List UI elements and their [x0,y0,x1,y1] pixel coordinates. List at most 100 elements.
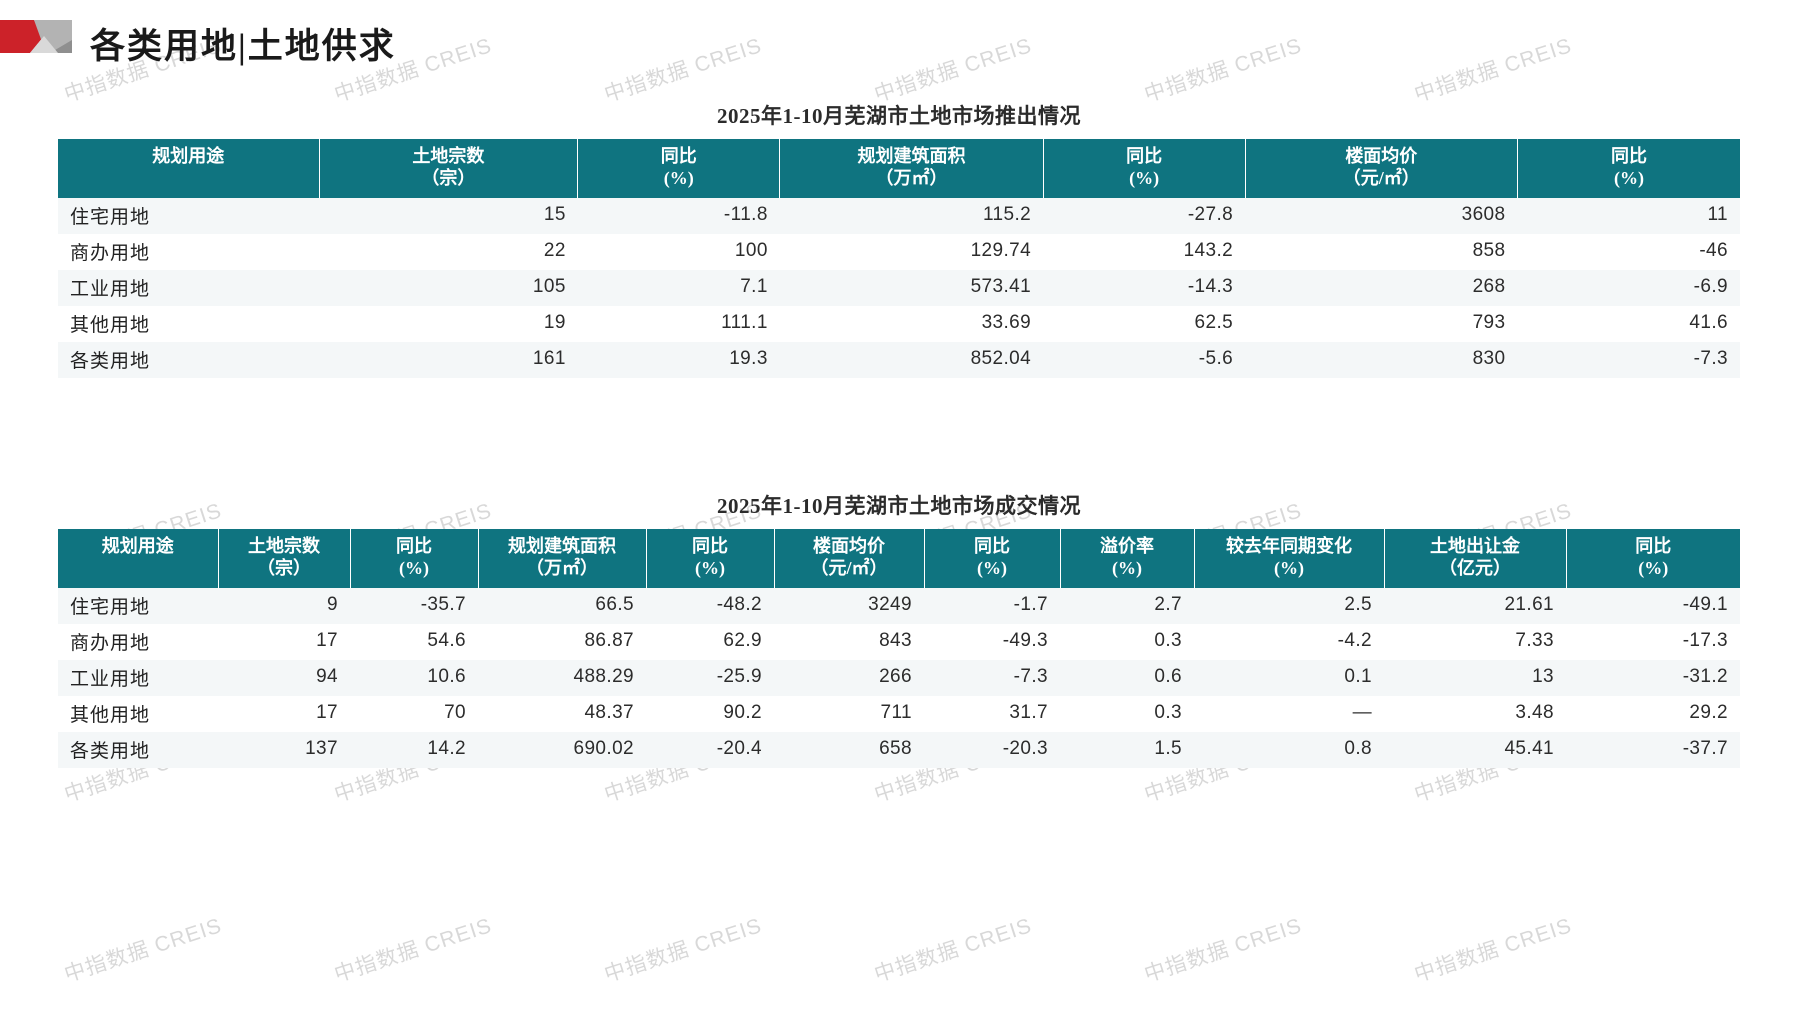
supply-col-unit-2: (%) [663,167,694,188]
supply-cell: -7.3 [1693,348,1728,370]
supply-cell: 161 [532,348,566,370]
watermark-text: 中指数据 CREIS [331,914,495,987]
deal-cell: -48.2 [716,594,762,616]
supply-col-name-4: 同比 [1126,146,1163,166]
deal-cell: -35.7 [420,594,466,616]
watermark-text: 中指数据 CREIS [1411,914,1575,987]
deal-row-label: 其他用地 [70,704,151,726]
deal-row-label: 住宅用地 [70,596,151,618]
deal-col-header-0: 规划用途 [58,529,219,588]
supply-cell: 573.41 [970,276,1032,298]
table-row: 其他用地 19 111.1 33.69 62.5 793 41.6 [58,305,1740,342]
deal-cell: 54.6 [427,630,466,652]
deal-cell: 48.37 [584,702,634,724]
deal-cell: 711 [880,702,912,724]
table-row: 住宅用地 15 -11.8 115.2 -27.8 3608 11 [58,197,1740,234]
deal-col-name-8: 较去年同期变化 [1226,536,1352,556]
deal-cell: 0.3 [1154,630,1182,652]
page-header: 各类用地|土地供求 [0,0,396,86]
table-row: 各类用地 161 19.3 852.04 -5.6 830 -7.3 [58,341,1740,378]
deal-cell: -49.1 [1682,594,1728,616]
supply-col-name-1: 土地宗数 [412,146,485,166]
deal-cell: -49.3 [1002,630,1048,652]
deal-table-head: 规划用途 土地宗数 （宗） 同比 (%) 规划建筑面积 （万㎡） 同比 (%) 楼面均价 （元/㎡… [58,529,1740,588]
watermark-text: 中指数据 CREIS [1141,34,1305,107]
deal-cell: -20.3 [1002,738,1048,760]
supply-row-label: 工业用地 [70,278,151,300]
watermark-text: 中指数据 CREIS [1141,914,1305,987]
table-row: 各类用地 137 14.2 690.02 -20.4 658 -20.3 1.5 0.8 45.4… [58,731,1740,768]
deal-col-name-4: 同比 [692,536,728,556]
supply-col-name-2: 同比 [660,146,697,166]
deal-cell: 17 [316,702,338,724]
watermark-text: 中指数据 CREIS [601,914,765,987]
supply-cell: -14.3 [1187,276,1234,298]
deal-cell: 13 [1532,666,1554,688]
supply-cell: 62.5 [1194,312,1234,334]
deal-col-name-10: 同比 [1635,536,1672,556]
deal-cell: -1.7 [1013,594,1048,616]
deal-header-row: 规划用途 土地宗数 （宗） 同比 (%) 规划建筑面积 （万㎡） 同比 (%) 楼面均价 （元/㎡… [58,529,1740,588]
deal-col-name-9: 土地出让金 [1430,536,1520,556]
supply-cell: 3608 [1461,204,1506,226]
supply-col-header-2: 同比 (%) [577,139,781,198]
deal-col-header-6: 同比 (%) [924,529,1061,588]
deal-cell: 266 [879,666,912,688]
supply-cell: -27.8 [1187,204,1234,226]
deal-cell: 0.3 [1154,702,1182,724]
supply-cell: 11 [1707,204,1728,226]
deal-cell: 0.6 [1154,666,1182,688]
deal-col-header-8: 较去年同期变化 (%) [1194,529,1385,588]
deal-cell: -4.2 [1337,630,1372,652]
supply-col-unit-0 [62,168,315,190]
supply-table-block: 2025年1-10月芜湖市土地市场推出情况 规划用途 土地宗数 （宗） 同比 (%) 规… [58,100,1740,378]
supply-cell: 858 [1472,240,1506,262]
supply-cell: -46 [1699,240,1728,262]
supply-header-row: 规划用途 土地宗数 （宗） 同比 (%) 规划建筑面积 （万㎡） 同比 (%) 楼面均价 （元/㎡… [58,139,1740,198]
deal-col-header-3: 规划建筑面积 （万㎡） [478,529,647,588]
supply-cell: 268 [1472,276,1506,298]
supply-cell: -5.6 [1198,348,1234,370]
deal-col-name-0: 规划用途 [101,536,174,556]
deal-col-header-1: 土地宗数 （宗） [218,529,351,588]
supply-cell: 111.1 [721,312,768,334]
supply-cell: 22 [543,240,566,262]
deal-cell: -7.3 [1013,666,1048,688]
supply-col-unit-5: （元/㎡） [1342,167,1420,188]
supply-table: 规划用途 土地宗数 （宗） 同比 (%) 规划建筑面积 （万㎡） 同比 (%) 楼面均价 （元/㎡… [58,139,1740,378]
supply-col-name-0: 规划用途 [152,146,225,166]
supply-row-label: 其他用地 [70,314,151,336]
deal-col-name-7: 溢价率 [1100,536,1154,556]
supply-cell: 129.74 [970,240,1032,262]
deal-cell: -31.2 [1682,666,1728,688]
supply-col-name-5: 楼面均价 [1345,146,1418,166]
deal-cell: 31.7 [1009,702,1048,724]
deal-cell: -17.3 [1682,630,1728,652]
deal-cell: 66.5 [595,594,634,616]
deal-col-unit-5: （元/㎡） [810,557,888,578]
supply-cell: 830 [1472,348,1506,370]
deal-col-unit-9: （亿元） [1439,557,1511,578]
deal-cell: 488.29 [573,666,634,688]
deal-cell: 86.87 [584,630,634,652]
supply-col-unit-3: （万㎡） [875,167,948,188]
deal-col-header-5: 楼面均价 （元/㎡） [774,529,925,588]
deal-cell: 94 [316,666,338,688]
supply-col-header-6: 同比 (%) [1517,139,1740,198]
deal-col-unit-6: (%) [977,557,1007,578]
watermark-text: 中指数据 CREIS [601,34,765,107]
supply-cell: 19.3 [729,348,768,370]
deal-cell: 70 [444,702,466,724]
supply-cell: 19 [543,312,566,334]
supply-cell: 143.2 [1183,240,1234,262]
deal-col-name-2: 同比 [396,536,432,556]
supply-table-title: 2025年1-10月芜湖市土地市场推出情况 [717,104,1081,128]
deal-cell: — [1352,702,1372,724]
deal-cell: -37.7 [1682,738,1728,760]
supply-table-head: 规划用途 土地宗数 （宗） 同比 (%) 规划建筑面积 （万㎡） 同比 (%) 楼面均价 （元/㎡… [58,139,1740,198]
brand-logo-icon [0,20,72,66]
deal-cell: -25.9 [716,666,762,688]
supply-col-unit-4: (%) [1129,167,1160,188]
deal-cell: 658 [879,738,912,760]
page-title: 各类用地|土地供求 [90,26,396,66]
